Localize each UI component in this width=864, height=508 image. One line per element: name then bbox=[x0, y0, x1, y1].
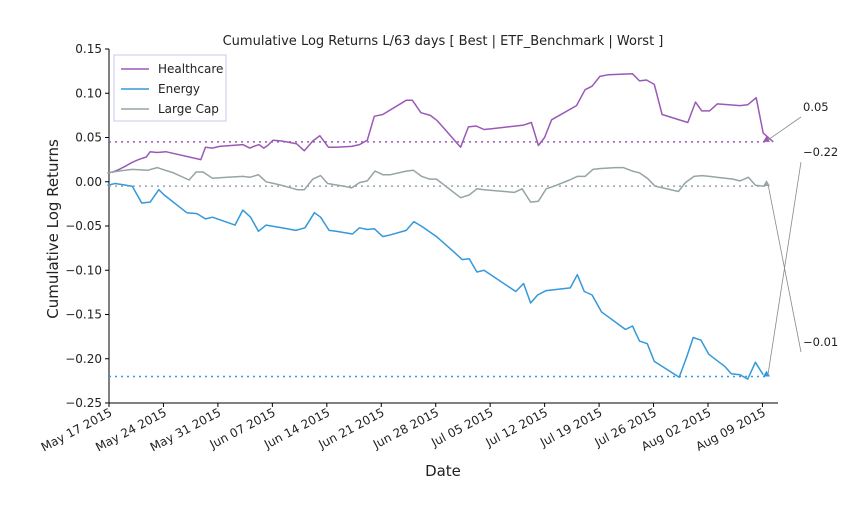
y-axis-title: Cumulative Log Returns bbox=[44, 139, 62, 319]
healthcare-annotation-arrowhead bbox=[763, 135, 770, 142]
x-tick-label: Jul 05 2015 bbox=[428, 405, 495, 450]
y-tick-label: 0.05 bbox=[75, 131, 102, 145]
large-cap-annotation-label: −0.01 bbox=[803, 335, 838, 349]
y-tick-label: −0.15 bbox=[65, 308, 102, 322]
healthcare-series-line bbox=[107, 73, 774, 174]
large-cap-series-line bbox=[107, 166, 764, 203]
legend-label-energy: Energy bbox=[158, 82, 200, 96]
y-tick-label: 0.15 bbox=[75, 42, 102, 56]
energy-series-line bbox=[107, 182, 764, 380]
y-tick-label: −0.05 bbox=[65, 219, 102, 233]
legend-label-large-cap: Large Cap bbox=[158, 102, 219, 116]
energy-annotation-arrowhead bbox=[763, 370, 770, 377]
healthcare-annotation-connector bbox=[767, 116, 802, 141]
y-tick-label: −0.10 bbox=[65, 263, 102, 277]
legend: Healthcare Energy Large Cap bbox=[113, 54, 227, 122]
x-tick-label: Jul 12 2015 bbox=[483, 405, 550, 450]
chart-title: Cumulative Log Returns L/63 days [ Best … bbox=[223, 34, 664, 49]
energy-annotation-label: −0.22 bbox=[803, 145, 838, 159]
x-axis-title: Date bbox=[425, 462, 461, 480]
large-cap-annotation-connector bbox=[767, 184, 802, 353]
healthcare-annotation-label: 0.05 bbox=[803, 100, 829, 114]
y-tick-label: −0.25 bbox=[65, 396, 102, 410]
y-tick-label: 0.00 bbox=[75, 175, 102, 189]
legend-label-healthcare: Healthcare bbox=[158, 62, 223, 76]
x-tick-label: Jul 19 2015 bbox=[537, 405, 604, 450]
y-tick-label: 0.10 bbox=[75, 86, 102, 100]
large-cap-annotation-arrowhead bbox=[763, 180, 770, 187]
y-tick-label: −0.20 bbox=[65, 352, 102, 366]
legend-box bbox=[113, 54, 227, 122]
